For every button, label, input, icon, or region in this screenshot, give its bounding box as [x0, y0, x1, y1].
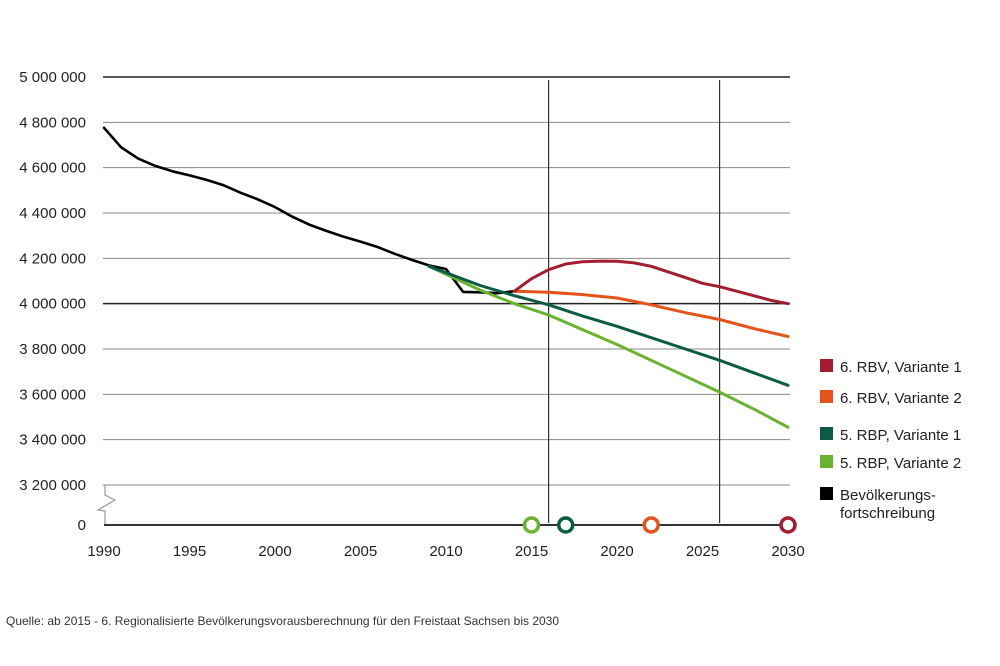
legend-label: 5. RBP, Variante 2	[840, 455, 961, 472]
y-tick-label: 4 000 000	[19, 296, 86, 313]
x-tick-label: 2015	[515, 543, 548, 560]
legend-swatch	[820, 455, 833, 468]
x-tick-label: 2020	[600, 543, 633, 560]
series-line	[427, 264, 790, 429]
y-tick-label: 3 400 000	[19, 432, 86, 449]
series-marker	[779, 516, 797, 534]
legend-swatch	[820, 359, 833, 372]
y-tick-label: 0	[78, 517, 86, 534]
y-tick-label: 5 000 000	[19, 69, 86, 86]
legend-label: 5. RBP, Variante 1	[840, 427, 961, 444]
y-tick-label: 4 800 000	[19, 114, 86, 131]
series-line	[427, 264, 790, 387]
series-line	[512, 289, 790, 338]
y-tick-label: 4 200 000	[19, 250, 86, 267]
x-tick-label: 2030	[771, 543, 804, 560]
legend-swatch	[820, 487, 833, 500]
y-tick-label: 4 400 000	[19, 205, 86, 222]
legend-label: fortschreibung	[840, 505, 935, 522]
x-tick-label: 2010	[429, 543, 462, 560]
y-tick-label: 3 200 000	[19, 477, 86, 494]
legend-label: 6. RBV, Variante 2	[840, 390, 962, 407]
y-tick-label: 3 800 000	[19, 341, 86, 358]
series-line	[102, 126, 516, 295]
y-tick-label: 3 600 000	[19, 386, 86, 403]
legend-swatch	[820, 390, 833, 403]
y-tick-label: 4 600 000	[19, 160, 86, 177]
series-marker	[556, 516, 575, 534]
legend-label: Bevölkerungs-	[840, 487, 936, 504]
source-note: Quelle: ab 2015 - 6. Regionalisierte Bev…	[6, 614, 560, 628]
x-tick-label: 2000	[258, 543, 291, 560]
series-line	[512, 259, 790, 306]
x-tick-label: 2025	[686, 543, 719, 560]
x-tick-label: 1995	[173, 543, 206, 560]
series-marker	[642, 516, 660, 534]
x-tick-label: 2005	[344, 543, 377, 560]
legend-swatch	[820, 427, 833, 440]
series-marker	[522, 516, 541, 534]
axis-break-icon	[96, 485, 117, 525]
x-tick-label: 1990	[87, 543, 120, 560]
legend-label: 6. RBV, Variante 1	[840, 359, 962, 376]
